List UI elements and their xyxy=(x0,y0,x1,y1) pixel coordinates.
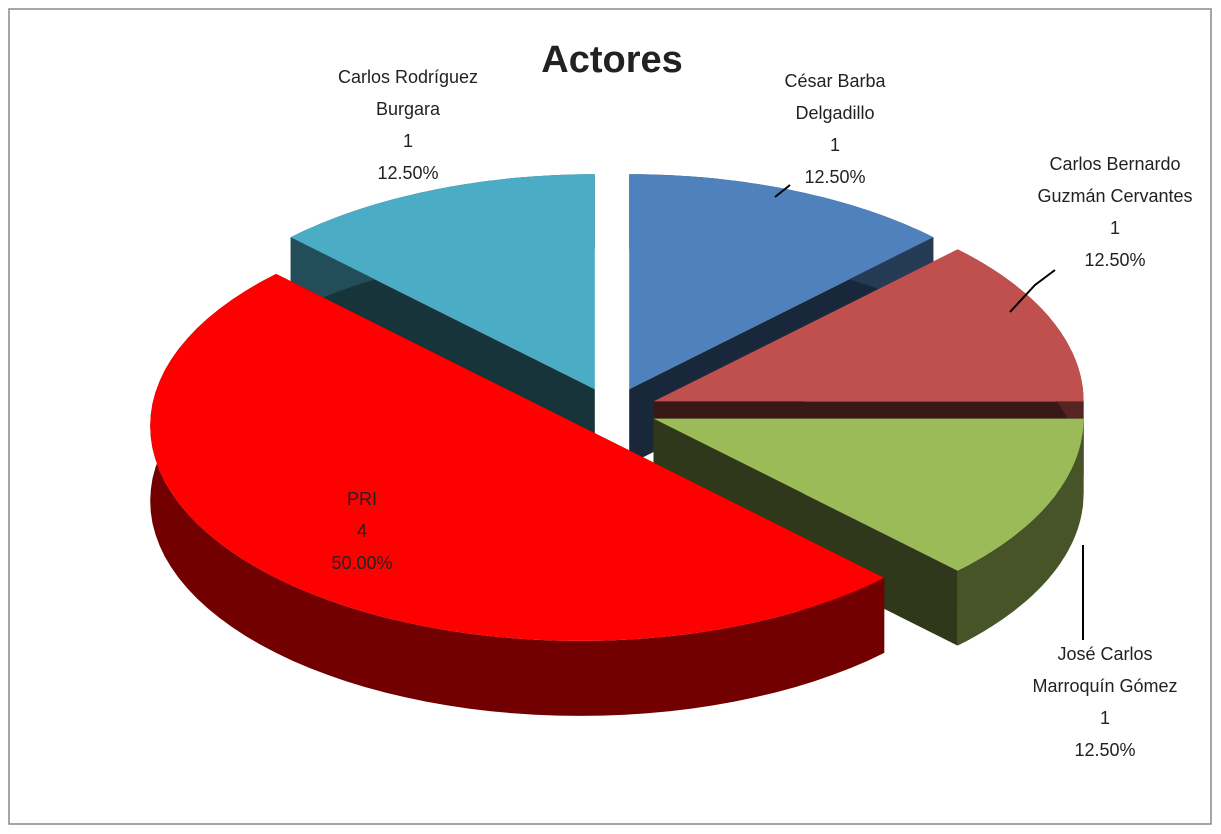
data-label: Carlos Bernardo Guzmán Cervantes 1 12.50% xyxy=(1037,154,1192,270)
label-name-line: César Barba xyxy=(784,71,886,91)
label-name: César Barba Delgadillo xyxy=(784,71,886,123)
label-name-line: Guzmán Cervantes xyxy=(1037,186,1192,206)
label-name-line: Carlos Bernardo xyxy=(1049,154,1180,174)
label-percent: 12.50% xyxy=(804,167,865,187)
label-name-line: Burgara xyxy=(376,99,441,119)
label-name-line: Delgadillo xyxy=(795,103,874,123)
slice-side xyxy=(150,273,885,716)
label-percent: 12.50% xyxy=(377,163,438,183)
slice-top xyxy=(150,273,885,641)
label-name: PRI xyxy=(347,489,377,509)
label-name-line: José Carlos xyxy=(1057,644,1152,664)
label-percent: 50.00% xyxy=(331,553,392,573)
label-name: Carlos Bernardo Guzmán Cervantes xyxy=(1037,154,1192,206)
label-value: 1 xyxy=(1110,218,1120,238)
label-percent: 12.50% xyxy=(1084,250,1145,270)
leader-line xyxy=(774,184,791,198)
slice-top xyxy=(290,174,595,390)
label-name-line: Carlos Rodríguez xyxy=(338,67,478,87)
label-value: 4 xyxy=(357,521,367,541)
data-label: PRI 4 50.00% xyxy=(331,489,392,573)
label-name: Carlos Rodríguez Burgara xyxy=(338,67,478,119)
label-value: 1 xyxy=(403,131,413,151)
label-percent: 12.50% xyxy=(1074,740,1135,760)
slice-top xyxy=(653,249,1084,402)
data-label: Carlos Rodríguez Burgara 1 12.50% xyxy=(338,67,478,183)
label-name-line: Marroquín Gómez xyxy=(1032,676,1177,696)
pie-slice xyxy=(150,273,885,716)
leader-line xyxy=(1009,269,1056,313)
chart-title: Actores xyxy=(541,39,683,81)
slice-side xyxy=(957,418,1084,646)
label-value: 1 xyxy=(1100,708,1110,728)
label-name: José Carlos Marroquín Gómez xyxy=(1032,644,1177,696)
slice-top xyxy=(653,418,1084,571)
data-label: José Carlos Marroquín Gómez 1 12.50% xyxy=(1032,644,1177,760)
slice-top xyxy=(629,174,934,390)
data-label: César Barba Delgadillo 1 12.50% xyxy=(784,71,886,187)
label-value: 1 xyxy=(830,135,840,155)
